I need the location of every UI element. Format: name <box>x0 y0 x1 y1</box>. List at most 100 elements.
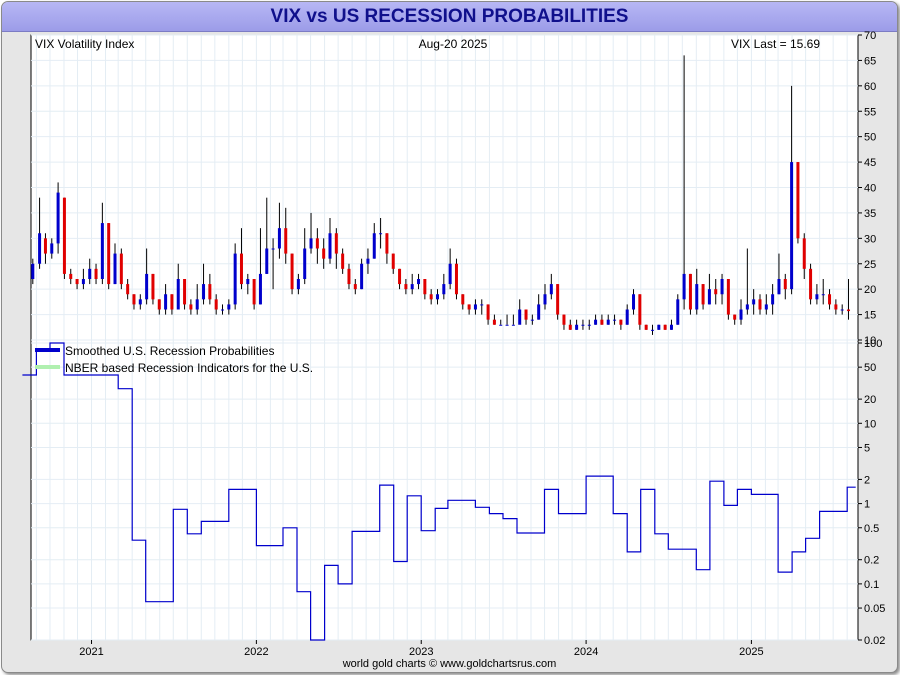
vix-candle <box>404 284 408 290</box>
vix-candle <box>81 279 85 285</box>
vix-candle <box>398 268 402 285</box>
vix-candle <box>625 309 629 325</box>
vix-candle <box>821 294 825 296</box>
vix-candle <box>568 324 572 330</box>
vix-candle <box>752 299 756 305</box>
ytick-label-upper: 65 <box>864 55 876 67</box>
vix-candle <box>353 284 357 290</box>
vix-candle <box>265 248 269 274</box>
vix-candle <box>688 273 692 310</box>
ytick-label-upper: 70 <box>864 30 876 42</box>
ytick-label-upper: 25 <box>864 259 876 271</box>
ytick-label-upper: 10 <box>864 335 876 347</box>
legend-nber: NBER based Recession Indicators for the … <box>65 361 313 375</box>
ytick-label-lower: 1 <box>864 499 870 511</box>
ytick-label-lower: 10 <box>864 418 876 430</box>
vix-candle <box>233 253 237 305</box>
vix-candle <box>119 253 123 285</box>
lower-plot-panel <box>30 339 859 641</box>
vix-candle <box>322 248 326 259</box>
vix-candle <box>423 279 427 295</box>
ytick-label-upper: 55 <box>864 106 876 118</box>
vix-candle <box>613 319 617 321</box>
vix-candle <box>669 324 673 330</box>
vix-candle <box>43 238 47 254</box>
vix-candle <box>650 329 654 331</box>
vix-candle <box>69 273 73 279</box>
vix-candle <box>309 238 313 249</box>
legend-swatch-nber <box>35 365 60 369</box>
vix-candle <box>360 263 364 290</box>
vix-candle <box>88 268 92 279</box>
ytick-label-lower: 100 <box>864 338 882 350</box>
vix-candle <box>511 324 515 326</box>
vix-candle <box>183 279 187 305</box>
ytick-label-upper: 50 <box>864 132 876 144</box>
vix-candle <box>714 289 718 295</box>
vix-candle <box>164 294 168 310</box>
vix-candle <box>435 294 439 300</box>
ytick-label-upper: 30 <box>864 233 876 245</box>
ytick-label-lower: 0.5 <box>864 523 879 535</box>
vix-candle <box>802 238 806 269</box>
vix-candle <box>594 319 598 325</box>
vix-candle <box>138 299 142 305</box>
vix-candle <box>176 279 180 310</box>
vix-candle <box>790 162 794 290</box>
ytick-label-lower: 50 <box>864 362 876 374</box>
vix-candle <box>157 299 161 310</box>
vix-candle <box>151 273 155 300</box>
vix-candle <box>543 294 547 305</box>
vix-candle <box>429 294 433 300</box>
chart-title: VIX vs US RECESSION PROBABILITIES <box>270 6 629 27</box>
vix-candle <box>113 253 117 285</box>
vix-candle <box>126 284 130 295</box>
vix-candle <box>537 304 541 320</box>
ytick-label-lower: 0.05 <box>864 603 885 615</box>
vix-candle <box>695 284 699 310</box>
vix-candle <box>549 284 553 295</box>
vix-candle <box>145 273 149 300</box>
vix-candle <box>638 294 642 325</box>
vix-candle <box>733 314 737 320</box>
ytick-label-upper: 45 <box>864 157 876 169</box>
vix-candle <box>75 279 79 285</box>
vix-candle <box>726 279 730 315</box>
vix-label: VIX Volatility Index <box>35 37 134 51</box>
vix-candle <box>341 253 345 269</box>
vix-candle <box>391 253 395 269</box>
vix-candle <box>530 319 534 321</box>
legend-probability: Smoothed U.S. Recession Probabilities <box>65 344 274 358</box>
vix-candle <box>834 304 838 310</box>
vix-candle <box>777 279 781 295</box>
vix-candle <box>815 294 819 300</box>
chart-footer: world gold charts © www.goldchartsrus.co… <box>342 658 557 670</box>
vix-candle <box>486 304 490 320</box>
vix-candle <box>587 324 591 326</box>
legend-swatch-probability <box>35 348 60 352</box>
vix-candle <box>303 248 307 279</box>
xtick-label: 2021 <box>79 646 103 658</box>
vix-candle <box>783 279 787 290</box>
vix-candle <box>284 228 288 254</box>
ytick-label-lower: 0.2 <box>864 555 879 567</box>
vix-candle <box>505 324 509 326</box>
vix-candle <box>644 324 648 330</box>
vix-candle <box>796 162 800 239</box>
vix-candle <box>328 233 332 259</box>
vix-candle <box>296 279 300 290</box>
vix-last-label: VIX Last = 15.69 <box>731 37 820 51</box>
vix-candle <box>208 284 212 300</box>
vix-candle <box>258 273 262 305</box>
vix-candle <box>745 304 749 310</box>
vix-candle <box>771 294 775 305</box>
vix-candle <box>562 314 566 325</box>
vix-candle <box>682 273 686 300</box>
vix-candle <box>707 289 711 305</box>
vix-candle <box>290 253 294 290</box>
vix-candle <box>575 324 579 330</box>
date-label: Aug-20 2025 <box>419 37 488 51</box>
vix-candle <box>100 223 104 279</box>
vix-candle <box>107 223 111 285</box>
